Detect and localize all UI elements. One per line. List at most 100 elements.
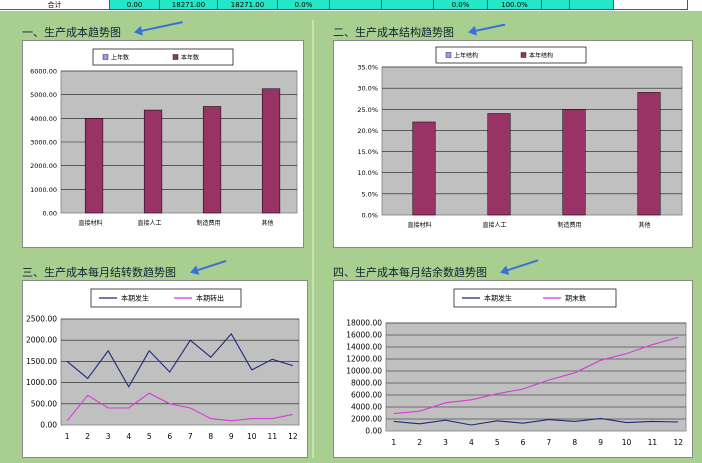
y-tick-label: 10000.00 xyxy=(346,367,382,376)
summary-value: 18271.00 xyxy=(171,1,206,9)
legend-box xyxy=(435,46,587,64)
x-tick-label: 7 xyxy=(547,438,552,447)
y-tick-label: 18000.00 xyxy=(346,319,382,328)
summary-value: 100.0% xyxy=(501,1,528,9)
x-tick-label: 3 xyxy=(106,432,111,441)
y-tick-label: 4000.00 xyxy=(30,115,57,123)
bar xyxy=(84,118,104,214)
section-title-1: 一、生产成本趋势图 xyxy=(22,26,121,39)
pointer-arrow-icon xyxy=(191,259,227,273)
x-tick-label: 8 xyxy=(572,438,577,447)
bar xyxy=(487,113,511,216)
summary-cell[interactable] xyxy=(330,0,382,10)
summary-cell[interactable]: 0.0% xyxy=(434,0,488,10)
legend-swatch xyxy=(445,52,452,58)
series-line-1 xyxy=(393,417,679,426)
y-tick-label: 1000.00 xyxy=(26,378,57,387)
summary-cell[interactable]: 100.0% xyxy=(488,0,542,10)
summary-value: 0.0% xyxy=(294,1,313,9)
pointer-arrow-icon xyxy=(135,21,184,33)
y-tick-label: 12000.00 xyxy=(346,355,382,364)
legend-box xyxy=(90,288,242,308)
x-tick-label: 10 xyxy=(247,432,257,441)
legend-box xyxy=(92,48,234,66)
summary-cell[interactable]: 0.00 xyxy=(110,0,160,10)
summary-label-cell[interactable]: 合计 xyxy=(0,0,110,10)
bar xyxy=(562,109,586,216)
summary-cell[interactable]: 0.0% xyxy=(278,0,330,10)
x-tick-label: 12 xyxy=(288,432,298,441)
x-tick-label: 9 xyxy=(229,432,234,441)
y-tick-label: 2500.00 xyxy=(26,315,57,324)
chart-panel-2: 0.0% 5.0% 10.0% 15.0% 20.0% 25.0% 30.0% 35.0% 直接… xyxy=(333,40,693,248)
summary-cell[interactable] xyxy=(542,0,570,10)
summary-table-row: 合计 0.00 18271.00 18271.00 0.0% 0.0% 100.… xyxy=(0,0,702,11)
x-tick-label: 12 xyxy=(673,438,683,447)
pointer-arrow-icon xyxy=(501,259,539,273)
summary-cell[interactable]: 18271.00 xyxy=(218,0,278,10)
summary-value: 18271.00 xyxy=(230,1,265,9)
summary-cell[interactable] xyxy=(382,0,434,10)
y-tick-label: 25.0% xyxy=(357,106,378,114)
summary-cell[interactable] xyxy=(614,0,688,10)
legend-swatch xyxy=(102,54,109,60)
summary-cell[interactable]: 18271.00 xyxy=(160,0,218,10)
legend-box xyxy=(453,288,617,308)
chart-panel-1: 0.00 1000.00 2000.00 3000.00 4000.00 5000.00 6… xyxy=(22,40,304,248)
x-tick-label: 8 xyxy=(208,432,213,441)
section-title-4: 四、生产成本每月结余数趋势图 xyxy=(333,266,487,279)
x-category-label: 直接材料 xyxy=(407,221,431,229)
x-category-label: 直接材料 xyxy=(78,219,102,227)
series-line-2 xyxy=(393,336,679,415)
x-tick-label: 10 xyxy=(622,438,632,447)
y-tick-label: 0.00 xyxy=(365,427,382,436)
y-tick-label: 500.00 xyxy=(31,399,57,408)
x-tick-label: 7 xyxy=(188,432,193,441)
legend-label: 本期发生 xyxy=(484,294,512,303)
chart-panel-3: 0.00 500.00 1000.00 1500.00 2000.00 2500.00 1 2… xyxy=(22,280,308,458)
legend-label: 本期发生 xyxy=(121,294,149,303)
y-tick-label: 0.0% xyxy=(361,212,378,220)
section-title-2: 二、生产成本结构趋势图 xyxy=(333,26,454,39)
x-category-label: 直接人工 xyxy=(482,221,506,229)
y-tick-label: 30.0% xyxy=(357,85,378,93)
x-category-label: 其他 xyxy=(638,221,650,229)
y-tick-label: 14000.00 xyxy=(346,343,382,352)
y-tick-label: 1500.00 xyxy=(26,357,57,366)
legend-label: 期末数 xyxy=(565,294,586,303)
chart-panel-4: 0.00 2000.00 4000.00 6000.00 8000.00 10000.00… xyxy=(333,280,693,458)
legend-label: 本年数 xyxy=(181,54,199,62)
bar xyxy=(202,106,222,214)
cost-trend-bar-chart: 0.00 1000.00 2000.00 3000.00 4000.00 5000.00 6… xyxy=(30,48,298,227)
y-tick-label: 0.00 xyxy=(40,421,57,430)
x-category-label: 直接人工 xyxy=(137,219,161,227)
summary-cell[interactable] xyxy=(570,0,614,10)
series-line-2 xyxy=(66,392,293,422)
y-tick-label: 3000.00 xyxy=(30,139,57,147)
y-tick-label: 5000.00 xyxy=(30,91,57,99)
x-tick-label: 2 xyxy=(417,438,422,447)
plot-area xyxy=(60,318,300,426)
series-line-1 xyxy=(66,332,293,388)
y-tick-label: 15.0% xyxy=(357,148,378,156)
monthly-balance-line-chart: 0.00 2000.00 4000.00 6000.00 8000.00 10000.00… xyxy=(346,288,687,447)
x-tick-label: 2 xyxy=(85,432,90,441)
bar xyxy=(412,121,436,216)
x-category-label: 其他 xyxy=(261,219,273,227)
bar xyxy=(261,88,281,214)
x-tick-label: 3 xyxy=(443,438,448,447)
legend-label: 本年结构 xyxy=(529,52,553,60)
y-tick-label: 1000.00 xyxy=(30,186,57,194)
y-tick-label: 16000.00 xyxy=(346,331,382,340)
bar xyxy=(637,92,661,216)
x-tick-label: 11 xyxy=(268,432,278,441)
x-tick-label: 1 xyxy=(65,432,70,441)
legend-swatch xyxy=(520,52,527,58)
y-tick-label: 0.00 xyxy=(43,210,57,218)
y-tick-label: 5.0% xyxy=(361,190,378,198)
x-tick-label: 4 xyxy=(126,432,131,441)
y-tick-label: 4000.00 xyxy=(351,403,382,412)
y-tick-label: 35.0% xyxy=(357,64,378,72)
summary-value: 0.00 xyxy=(126,1,143,9)
